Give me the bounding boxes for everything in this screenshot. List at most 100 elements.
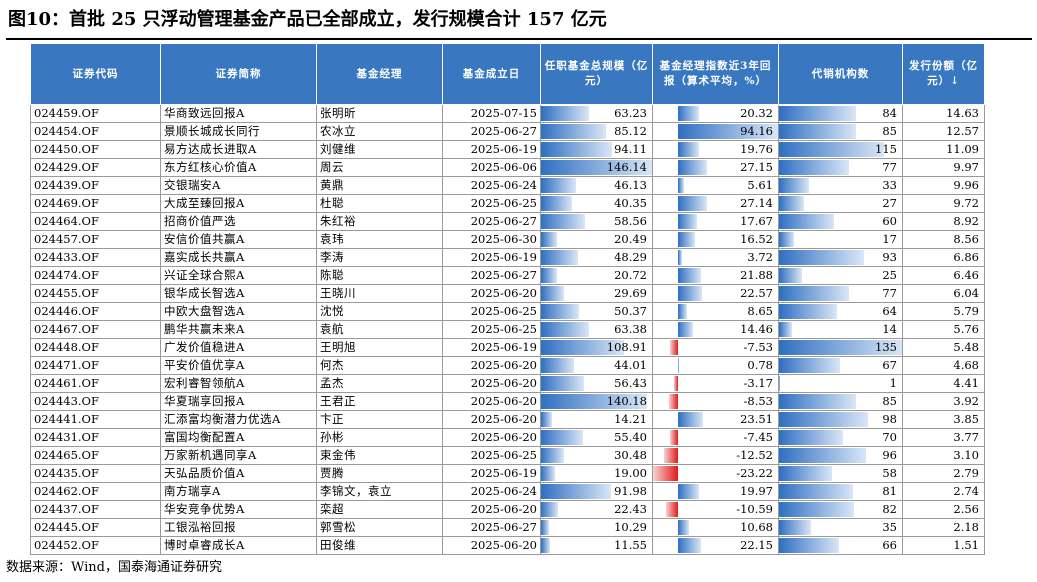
agencies-value: 1 (889, 376, 897, 390)
return-databar (677, 484, 699, 499)
return-databar (664, 448, 678, 463)
agencies-value: 60 (882, 214, 897, 228)
agencies-value: 77 (882, 286, 897, 300)
return-databar (677, 412, 703, 427)
aum-value: 10.29 (614, 520, 647, 534)
table-row: 024443.OF 华夏瑞享回报A 王君正 2025-06-20 140.18 -8.53… (30, 392, 985, 411)
fund-manager: 杜聪 (316, 194, 443, 213)
inception-date: 2025-06-20 (442, 284, 541, 303)
inception-date: 2025-06-20 (442, 410, 541, 429)
inception-date: 2025-06-27 (442, 518, 541, 537)
agencies-value: 98 (882, 412, 897, 426)
fund-name: 中欧大盘智选A (160, 302, 317, 321)
return-databar (677, 304, 687, 319)
fund-manager: 朱红裕 (316, 212, 443, 231)
fund-code: 024462.OF (30, 482, 161, 501)
fund-manager: 袁航 (316, 320, 443, 339)
aum-value: 44.01 (614, 358, 647, 372)
agencies-cell: 70 (778, 428, 903, 447)
aum-cell: 40.35 (540, 194, 653, 213)
aum-databar (541, 376, 584, 391)
aum-value: 108.91 (606, 340, 647, 354)
inception-date: 2025-06-19 (442, 464, 541, 483)
fund-code: 024457.OF (30, 230, 161, 249)
source-note: 数据来源：Wind，国泰海通证券研究 (6, 560, 222, 575)
return-databar (677, 520, 690, 535)
agencies-value: 17 (882, 232, 897, 246)
return-cell: 23.51 (652, 410, 779, 429)
return-cell: 21.88 (652, 266, 779, 285)
fund-code: 024445.OF (30, 518, 161, 537)
inception-date: 2025-06-27 (442, 122, 541, 141)
agencies-databar (779, 214, 834, 229)
return-value: 27.14 (740, 196, 773, 210)
table-row: 024471.OF 平安价值优享A 何杰 2025-06-20 44.01 0.78 67 4… (30, 356, 985, 375)
table-row: 024448.OF 广发价值稳进A 王明旭 2025-06-19 108.91 -7.53… (30, 338, 985, 357)
aum-value: 19.00 (614, 466, 647, 480)
fund-name: 华夏瑞享回报A (160, 392, 317, 411)
fund-name: 工银泓裕回报 (160, 518, 317, 537)
agencies-value: 96 (882, 448, 897, 462)
return-cell: 22.15 (652, 536, 779, 555)
fund-code: 024464.OF (30, 212, 161, 231)
agencies-cell: 64 (778, 302, 903, 321)
return-value: 3.72 (747, 250, 773, 264)
agencies-cell: 82 (778, 500, 903, 519)
fund-name: 银华成长智选A (160, 284, 317, 303)
issue-amount: 8.56 (902, 230, 985, 249)
agencies-databar (779, 250, 864, 265)
issue-amount: 3.85 (902, 410, 985, 429)
fund-code: 024439.OF (30, 176, 161, 195)
return-databar (677, 538, 702, 553)
return-databar (677, 232, 696, 247)
return-cell: -23.22 (652, 464, 779, 483)
agencies-value: 64 (882, 304, 897, 318)
aum-cell: 58.56 (540, 212, 653, 231)
return-cell: 16.52 (652, 230, 779, 249)
return-value: -7.53 (743, 340, 774, 354)
agencies-cell: 84 (778, 104, 903, 123)
agencies-cell: 93 (778, 248, 903, 267)
table-row: 024469.OF 大成至臻回报A 杜聪 2025-06-25 40.35 27.14 27… (30, 194, 985, 213)
return-databar (653, 466, 678, 481)
aum-databar (541, 340, 624, 355)
aum-value: 91.98 (614, 484, 647, 498)
agencies-databar (779, 376, 780, 391)
agencies-databar (779, 538, 840, 553)
return-cell: 10.68 (652, 518, 779, 537)
aum-cell: 29.69 (540, 284, 653, 303)
issue-amount: 2.79 (902, 464, 985, 483)
col-header-aum: 任职基金总规模（亿元） (540, 43, 653, 105)
fund-manager: 农冰立 (316, 122, 443, 141)
fund-code: 024443.OF (30, 392, 161, 411)
issue-amount: 9.72 (902, 194, 985, 213)
agencies-databar (779, 178, 810, 193)
fund-name: 大成至臻回报A (160, 194, 317, 213)
aum-cell: 46.13 (540, 176, 653, 195)
return-value: 16.52 (740, 232, 773, 246)
aum-databar (541, 124, 606, 139)
return-cell: 19.97 (652, 482, 779, 501)
fund-manager: 陈聪 (316, 266, 443, 285)
agencies-databar (779, 340, 902, 355)
table-row: 024429.OF 东方红核心价值A 周云 2025-06-06 146.14 27.15… (30, 158, 985, 177)
inception-date: 2025-06-19 (442, 248, 541, 267)
agencies-value: 135 (875, 340, 897, 354)
inception-date: 2025-06-20 (442, 374, 541, 393)
return-cell: -12.52 (652, 446, 779, 465)
inception-date: 2025-07-15 (442, 104, 541, 123)
fund-code: 024448.OF (30, 338, 161, 357)
aum-value: 94.11 (614, 142, 647, 156)
return-cell: -3.17 (652, 374, 779, 393)
aum-databar (541, 466, 556, 481)
return-databar (677, 250, 682, 265)
return-value: 22.57 (740, 286, 773, 300)
fund-name: 招商价值严选 (160, 212, 317, 231)
inception-date: 2025-06-27 (442, 212, 541, 231)
aum-value: 20.72 (614, 268, 647, 282)
fund-code: 024431.OF (30, 428, 161, 447)
return-databar (677, 286, 702, 301)
inception-date: 2025-06-30 (442, 230, 541, 249)
aum-value: 11.55 (614, 538, 647, 552)
issue-amount: 2.74 (902, 482, 985, 501)
